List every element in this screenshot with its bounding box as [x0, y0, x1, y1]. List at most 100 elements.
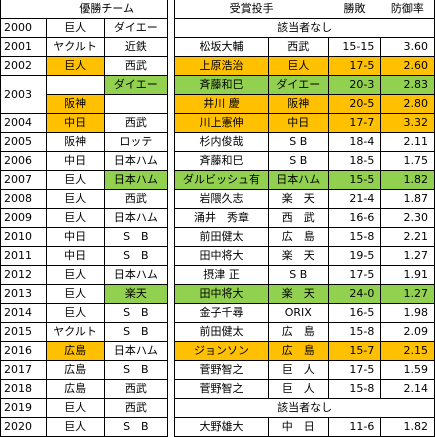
central-winner-cell: 巨人 [45, 189, 105, 209]
spacer [167, 75, 176, 95]
era-cell: 2.21 [380, 227, 435, 247]
pacific-winner-cell: 日本ハム [103, 341, 169, 361]
pacific-winner-cell: S B [103, 417, 169, 437]
era-cell: 1.82 [380, 417, 435, 437]
spacer [167, 303, 176, 323]
central-winner-cell [45, 75, 105, 95]
central-winner-cell: 巨人 [45, 398, 105, 418]
pitcher-team-cell: 広 島 [267, 341, 329, 361]
spacer [167, 417, 176, 437]
table-row: 2004 中日 西武 川上憲伸 中日 17-7 3.32 [0, 113, 435, 133]
pitcher-cell: ジョンソン [174, 341, 269, 361]
central-winner-cell: 巨人 [45, 170, 105, 190]
record-cell: 16-5 [327, 303, 382, 323]
pitcher-team-cell: 巨人 [267, 56, 329, 76]
pitcher-team-cell: 西 武 [267, 208, 329, 228]
pitcher-team-cell: 広 島 [267, 322, 329, 342]
pitcher-cell: 大野雄大 [174, 417, 269, 437]
pacific-winner-cell: 西武 [103, 113, 169, 133]
central-winner-cell: 巨人 [45, 417, 105, 437]
pitcher-cell: 岩隈久志 [174, 189, 269, 209]
era-cell: 3.32 [380, 113, 435, 133]
pitcher-cell: 田中将大 [174, 246, 269, 266]
spacer [167, 208, 176, 228]
header-era: 防御率 [380, 0, 435, 19]
era-cell: 2.09 [380, 322, 435, 342]
era-cell: 1.27 [380, 284, 435, 304]
year-cell: 2002 [0, 56, 47, 76]
pacific-winner-cell: 日本ハム [103, 151, 169, 171]
pitcher-cell: 川上憲伸 [174, 113, 269, 133]
record-cell: 15-8 [327, 379, 382, 399]
central-winner-cell: 巨人 [45, 56, 105, 76]
central-winner-cell: 阪神 [45, 94, 105, 114]
record-cell: 17-7 [327, 113, 382, 133]
pitcher-cell: ダルビッシュ有 [174, 170, 269, 190]
spacer [167, 227, 176, 247]
pacific-winner-cell: 日本ハム [103, 170, 169, 190]
year-cell: 2011 [0, 246, 47, 266]
pacific-winner-cell: S B [103, 246, 169, 266]
record-cell: 11-6 [327, 417, 382, 437]
year-cell: 2016 [0, 341, 47, 361]
central-winner-cell: 広島 [45, 360, 105, 380]
era-cell: 3.60 [380, 37, 435, 57]
pitcher-team-cell: 日本ハム [267, 170, 329, 190]
era-cell: 2.15 [380, 341, 435, 361]
year-cell: 2014 [0, 303, 47, 323]
pitcher-cell: 松坂大輔 [174, 37, 269, 57]
central-winner-cell: 巨人 [45, 18, 105, 38]
header-award: 受賞投手 [174, 0, 329, 19]
pitcher-team-cell: 巨 人 [267, 360, 329, 380]
year-cell: 2000 [0, 18, 47, 38]
central-winner-cell: 巨人 [45, 303, 105, 323]
spacer [167, 0, 176, 19]
central-winner-cell: 巨人 [45, 284, 105, 304]
pacific-winner-cell: 日本ハム [103, 265, 169, 285]
record-cell: 15-5 [327, 170, 382, 190]
era-cell: 1.98 [380, 303, 435, 323]
pitcher-cell: 斉藤和巳 [174, 75, 269, 95]
table-row: 2007 巨人 日本ハム ダルビッシュ有 日本ハム 15-5 1.82 [0, 170, 435, 190]
year-cell: 2001 [0, 37, 47, 57]
pacific-winner-cell: S B [103, 227, 169, 247]
pitcher-cell: 菅野智之 [174, 379, 269, 399]
year-cell: 2017 [0, 360, 47, 380]
table-row: 2010 中日 S B 前田健太広 島 15-8 2.21 [0, 227, 435, 247]
year-cell: 2009 [0, 208, 47, 228]
table-row: 2009 巨人 日本ハム 涌井 秀章西 武 16-6 2.30 [0, 208, 435, 228]
table-row: 2020 巨人 S B 大野雄大中 日 11-6 1.82 [0, 417, 435, 437]
spacer [167, 360, 176, 380]
table-row: 2000 巨人 ダイエー 該当者なし [0, 18, 435, 38]
table-row: 2003 ダイエー 斉藤和巳 ダイエー 20-3 2.83 [0, 75, 435, 114]
table-row: 2008 巨人 西武 岩隈久志楽 天 21-4 1.87 [0, 189, 435, 209]
pacific-winner-cell: 近鉄 [103, 37, 169, 57]
pitcher-cell: 前田健太 [174, 322, 269, 342]
record-cell: 19-5 [327, 246, 382, 266]
pitcher-team-cell: ORIX [267, 303, 329, 323]
year-cell: 2003 [0, 75, 47, 114]
header-record: 勝敗 [328, 0, 381, 19]
spacer [167, 398, 176, 418]
pacific-winner-cell: ダイエー [103, 75, 169, 95]
pitcher-cell: 前田健太 [174, 227, 269, 247]
pitcher-team-cell: S B [267, 151, 329, 171]
no-recipient-cell: 該当者なし [174, 18, 435, 38]
record-cell: 18-4 [327, 132, 382, 152]
spacer [167, 18, 176, 38]
pacific-winner-cell: S B [103, 360, 169, 380]
pitcher-team-cell: 阪神 [267, 94, 329, 114]
spacer [167, 151, 176, 171]
spacer [167, 132, 176, 152]
spacer [167, 322, 176, 342]
central-winner-cell: ヤクルト [45, 37, 105, 57]
record-cell: 17-5 [327, 265, 382, 285]
record-cell: 16-6 [327, 208, 382, 228]
pitcher-cell: 井川 慶 [174, 94, 269, 114]
era-cell: 1.59 [380, 360, 435, 380]
central-winner-cell: 中日 [45, 113, 105, 133]
header-winners: 優勝チーム [46, 0, 168, 19]
pitcher-team-cell: 広 島 [267, 227, 329, 247]
